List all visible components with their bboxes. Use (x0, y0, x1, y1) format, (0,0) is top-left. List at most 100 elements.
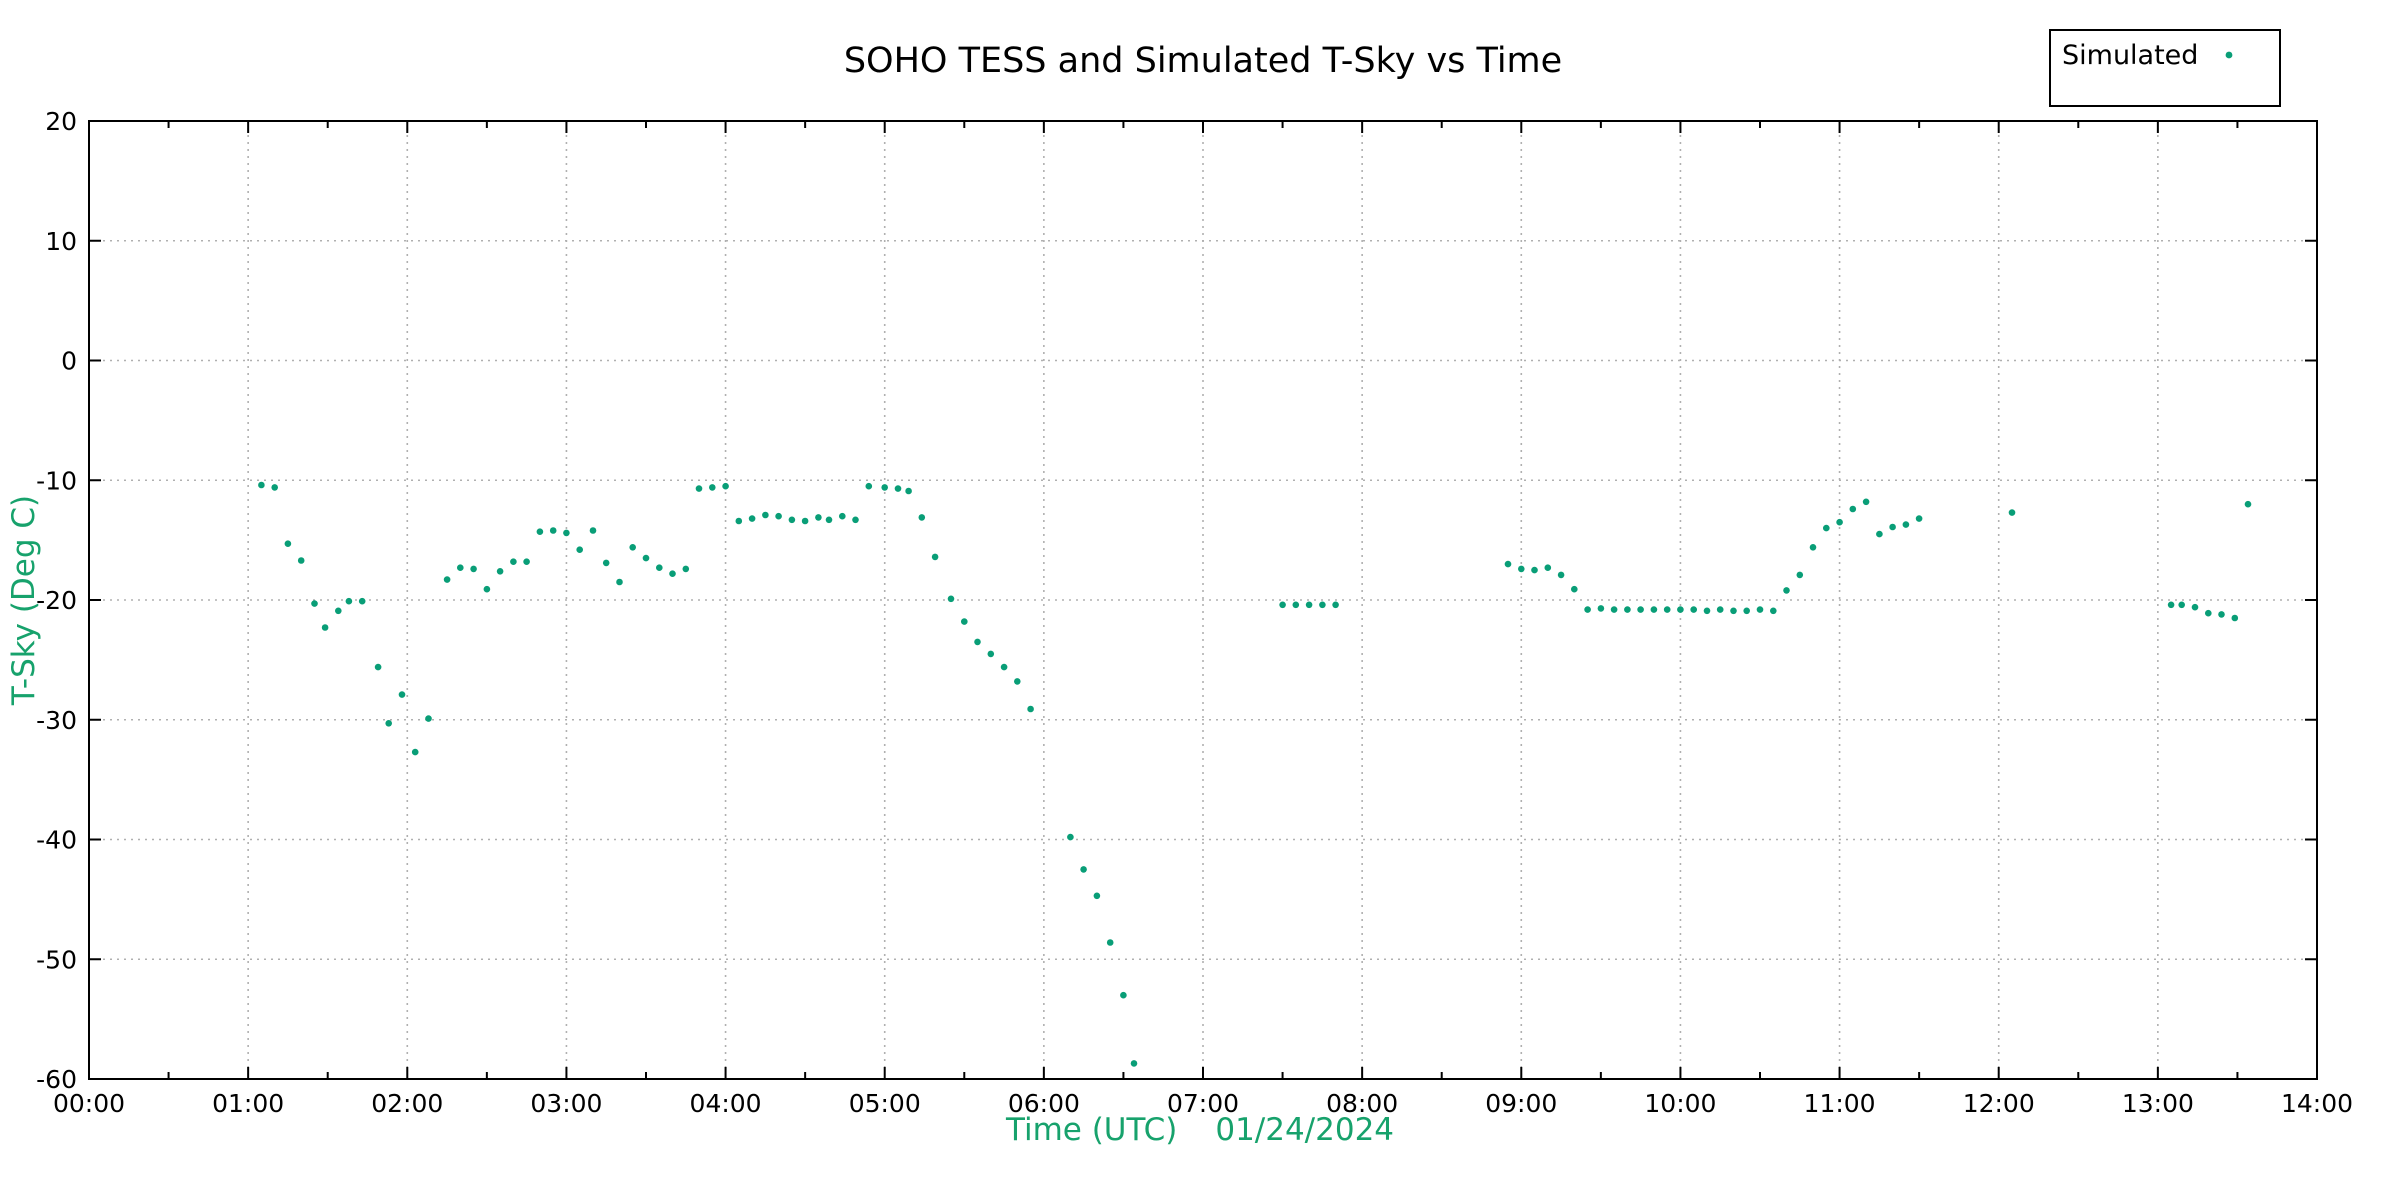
data-point (616, 578, 623, 586)
y-tick-label: 10 (45, 227, 77, 256)
data-point (563, 529, 570, 537)
data-point (1716, 606, 1724, 613)
data-point (815, 514, 822, 521)
y-tick-label: -50 (36, 945, 77, 974)
data-point (2167, 601, 2175, 609)
data-point (1823, 524, 1830, 532)
data-point (443, 576, 451, 583)
x-tick-label: 10:00 (1644, 1089, 1716, 1118)
chart-title: SOHO TESS and Simulated T-Sky vs Time (844, 41, 1562, 81)
data-point (974, 638, 981, 646)
data-point (1610, 606, 1618, 613)
data-point (470, 565, 477, 573)
data-point (1703, 607, 1711, 615)
data-point (1677, 606, 1684, 613)
data-point (1862, 498, 1870, 506)
x-tick-label: 04:00 (690, 1089, 762, 1118)
data-point (335, 607, 342, 615)
x-tick-label: 07:00 (1167, 1089, 1239, 1118)
legend-marker-dot-icon (2225, 51, 2233, 59)
x-tick-label: 02:00 (371, 1089, 443, 1118)
x-tick-label: 08:00 (1326, 1089, 1398, 1118)
x-axis-title: Time (UTC) 01/24/2024 (1005, 1112, 1394, 1148)
data-point (1279, 601, 1286, 609)
data-point (510, 558, 517, 565)
data-point (271, 484, 279, 491)
data-point (1650, 606, 1658, 613)
data-point (931, 553, 939, 561)
tick-label-layer: 00:00 01:00 02:00 03:00 04:00 05:00 06:00 07:00… (36, 107, 2353, 1118)
data-point (2178, 601, 2185, 609)
data-point (1637, 606, 1644, 613)
data-point-layer (258, 481, 2252, 1067)
grid-layer (89, 121, 2317, 1079)
data-point (1902, 521, 1910, 528)
data-point (311, 600, 318, 607)
data-point (1531, 566, 1538, 574)
data-point (1809, 544, 1817, 551)
data-point (1796, 571, 1804, 579)
data-point (321, 624, 329, 631)
data-point (1332, 601, 1339, 609)
data-point (775, 512, 782, 520)
data-point (536, 528, 544, 535)
data-point (549, 527, 557, 534)
data-point (385, 720, 393, 727)
data-point (839, 512, 846, 520)
y-tick-label: 20 (45, 107, 77, 136)
legend-label: Simulated (2062, 40, 2198, 71)
data-point (345, 597, 353, 605)
data-point (1849, 505, 1857, 513)
data-point (918, 514, 926, 521)
data-point (748, 515, 756, 522)
data-point (284, 540, 292, 547)
data-point (961, 618, 968, 625)
data-point (695, 485, 703, 492)
data-point (682, 565, 690, 573)
x-tick-label: 11:00 (1804, 1089, 1876, 1118)
y-tick-label: -40 (36, 826, 77, 855)
x-tick-label: 14:00 (2281, 1089, 2353, 1118)
data-point (1305, 601, 1313, 609)
data-point (1106, 939, 1114, 946)
data-point (1544, 564, 1552, 571)
x-tick-label: 00:00 (53, 1089, 125, 1118)
data-point (629, 544, 636, 551)
data-point (987, 650, 995, 658)
data-point (1027, 705, 1034, 713)
data-point (709, 484, 716, 491)
data-point (947, 595, 955, 603)
x-tick-label: 13:00 (2122, 1089, 2194, 1118)
x-tick-label: 06:00 (1008, 1089, 1080, 1118)
data-point (788, 516, 796, 524)
data-point (1130, 1060, 1138, 1067)
data-point (483, 585, 491, 593)
data-point (1889, 523, 1896, 531)
data-point (2218, 611, 2225, 618)
data-point (1093, 892, 1101, 900)
data-point (1836, 518, 1843, 526)
data-point (374, 663, 382, 671)
data-point (865, 482, 873, 490)
data-point (1756, 606, 1764, 613)
y-tick-label: 0 (61, 347, 77, 376)
data-point (576, 546, 583, 553)
data-point (411, 748, 419, 756)
data-point (735, 517, 743, 525)
data-point (1624, 606, 1631, 613)
x-tick-label: 03:00 (530, 1089, 602, 1118)
data-point (1876, 530, 1883, 538)
y-tick-label: -60 (36, 1065, 77, 1094)
data-point (1319, 601, 1326, 609)
data-point (1557, 571, 1565, 579)
data-point (825, 516, 833, 524)
x-tick-label: 12:00 (1963, 1089, 2035, 1118)
data-point (297, 557, 305, 564)
data-point (1067, 833, 1074, 841)
data-point (398, 691, 406, 698)
data-point (1597, 605, 1605, 612)
data-point (762, 511, 769, 519)
data-point (523, 558, 530, 565)
data-point (2008, 509, 2016, 516)
plot-frame (88, 120, 2318, 1080)
